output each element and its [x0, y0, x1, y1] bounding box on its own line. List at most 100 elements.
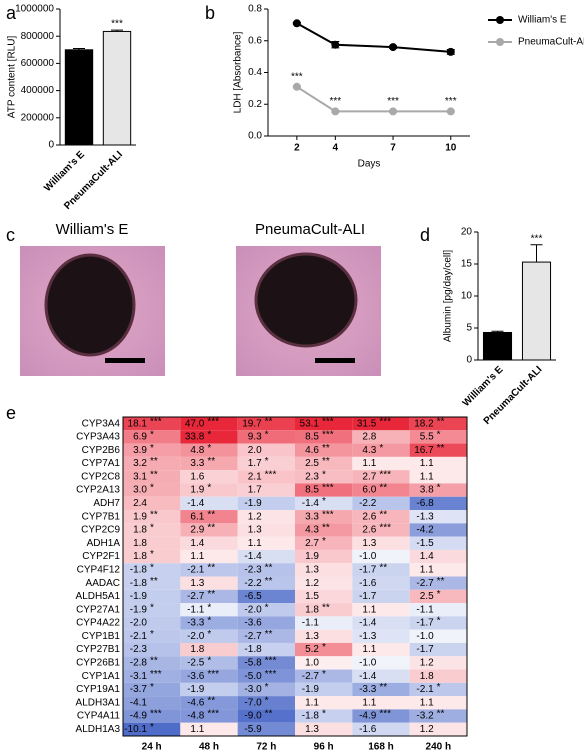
heat-cell — [180, 709, 238, 723]
cell-stars: ** — [265, 629, 273, 640]
row-label: CYP7A1 — [82, 458, 121, 469]
heat-cell — [295, 589, 353, 604]
cell-stars: * — [437, 616, 441, 627]
heat-cell — [237, 589, 295, 604]
heat-cell — [352, 430, 410, 444]
cell-label: 1.2 — [420, 724, 434, 735]
cell-stars: ** — [322, 602, 330, 613]
heat-cell — [237, 709, 295, 723]
cell-label: 1.9 — [305, 551, 319, 562]
heat-cell — [123, 456, 181, 471]
point — [331, 40, 340, 49]
cell-label: -1.8 — [302, 711, 320, 722]
heat-cell — [180, 536, 238, 550]
y-tick-label: 0.8 — [248, 4, 262, 15]
cell-label: 2.5 — [305, 458, 319, 469]
panel-label: c — [6, 225, 15, 245]
cell-label: -7.0 — [244, 697, 262, 708]
heat-cell — [409, 563, 467, 577]
heat-cell — [237, 563, 295, 577]
y-axis-label: Albumin [pg/day/cell] — [443, 250, 454, 342]
cell-stars: * — [437, 483, 441, 494]
heat-cell — [237, 430, 295, 444]
cell-stars: * — [265, 430, 269, 441]
significance: *** — [291, 71, 303, 82]
cell-label: 2.6 — [362, 525, 376, 536]
heat-cell — [409, 642, 467, 657]
legend-marker — [496, 38, 504, 46]
heat-cell — [237, 682, 295, 697]
cell-label: 1.8 — [420, 671, 434, 682]
cell-label: 3.2 — [133, 458, 147, 469]
cell-stars: ** — [437, 416, 445, 427]
heat-cell — [295, 456, 353, 471]
heat-cell — [123, 576, 181, 590]
cell-stars: * — [207, 602, 211, 613]
cell-label: -5.8 — [244, 658, 262, 669]
cell-stars: * — [150, 562, 154, 573]
heat-cell — [180, 470, 238, 484]
cell-label: 1.4 — [190, 538, 204, 549]
heat-cell — [295, 496, 353, 511]
column-label: 96 h — [314, 742, 334, 753]
heat-cell — [409, 682, 467, 697]
cell-label: 8.5 — [305, 485, 319, 496]
cell-label: -1.4 — [359, 671, 377, 682]
cell-label: -3.2 — [416, 711, 434, 722]
heat-cell — [352, 656, 410, 670]
cell-label: -1.6 — [359, 724, 377, 735]
cell-stars: ** — [322, 443, 330, 454]
heat-cell — [295, 682, 353, 697]
cell-stars: * — [322, 709, 326, 720]
cell-stars: * — [150, 682, 154, 693]
cell-stars: * — [437, 589, 441, 600]
cell-label: -4.6 — [187, 697, 205, 708]
y-axis-label: ATP content [RLU] — [7, 36, 18, 119]
cell-label: 6.0 — [362, 485, 376, 496]
heat-cell — [352, 576, 410, 590]
heat-cell — [352, 549, 410, 564]
row-label: CYP2B6 — [82, 445, 121, 456]
error-bar — [491, 330, 504, 333]
row-label: ALDH5A1 — [76, 591, 121, 602]
heat-cell — [295, 696, 353, 710]
row-label: CYP4F12 — [77, 564, 121, 575]
cell-label: -3.3 — [359, 684, 377, 695]
row-label: CYP3A43 — [76, 432, 120, 443]
heat-cell — [409, 603, 467, 617]
cell-label: 5.2 — [305, 644, 319, 655]
cell-stars: *** — [322, 509, 334, 520]
cell-label: 4.3 — [362, 445, 376, 456]
cell-stars: ** — [207, 562, 215, 573]
cell-stars: ** — [437, 709, 445, 720]
micrograph — [20, 246, 165, 376]
heat-cell — [295, 510, 353, 524]
cell-label: -2.5 — [187, 658, 205, 669]
heat-cell — [352, 682, 410, 697]
cell-label: 1.3 — [190, 578, 204, 589]
cell-label: -5.0 — [244, 671, 262, 682]
heat-cell — [409, 669, 467, 683]
heat-cell — [295, 576, 353, 590]
point — [389, 43, 398, 52]
cell-label: -2.1 — [130, 631, 148, 642]
panel-label: e — [6, 403, 16, 423]
cell-label: 1.5 — [305, 591, 319, 602]
heat-cell — [409, 510, 467, 524]
bar — [521, 261, 552, 361]
cell-stars: *** — [379, 469, 391, 480]
row-label: ADH7 — [93, 498, 120, 509]
heat-cell — [295, 656, 353, 670]
cell-label: -2.0 — [244, 604, 262, 615]
legend-label: PneumaCult-ALI — [518, 37, 584, 48]
cell-label: 4.6 — [305, 445, 319, 456]
heat-cell — [123, 696, 181, 710]
point — [389, 107, 398, 116]
heat-cell — [123, 603, 181, 617]
cell-stars: * — [322, 536, 326, 547]
heat-cell — [409, 443, 467, 457]
cell-label: 1.1 — [362, 458, 376, 469]
cell-stars: ** — [150, 509, 158, 520]
heat-cell — [123, 722, 181, 736]
heat-cell — [237, 669, 295, 683]
